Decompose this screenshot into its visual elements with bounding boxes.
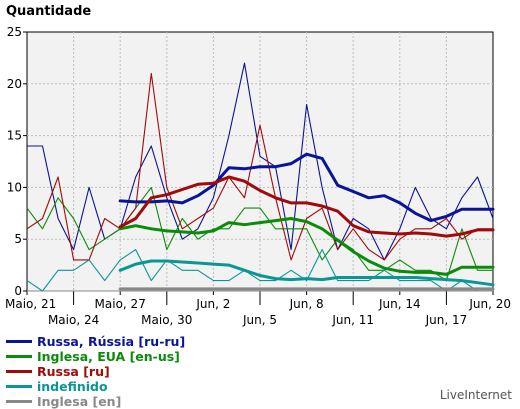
x-tick-label: Jun, 5 [242,313,277,327]
x-tick-label: Maio, 21 [5,297,56,311]
average-line-series-0 [118,152,495,223]
legend-item-ru[interactable]: Russa [ru] [6,364,185,379]
y-tick-label: 20 [7,77,22,91]
x-tick-label: Jun, 11 [331,313,374,327]
legend-label: Russa [ru] [37,364,110,379]
legend-label: indefinido [37,379,108,394]
legend-swatch [6,370,32,373]
x-tick-label: Jun, 8 [289,297,324,311]
legend-swatch [6,340,32,343]
average-line-series-2 [118,175,495,238]
legend-label: Russa, Rússia [ru-ru] [37,334,186,349]
legend-swatch [6,385,32,388]
legend-item-en-us[interactable]: Inglesa, EUA [en-us] [6,349,185,364]
series-lines [26,62,495,292]
x-tick-label: Jun, 14 [378,297,421,311]
x-tick-label: Jun, 17 [425,313,468,327]
daily-line-series-2 [26,72,493,261]
y-tick-label: 25 [7,25,22,39]
average-line-series-3 [118,259,495,287]
legend-swatch [6,355,32,358]
y-tick-label: 10 [7,180,22,194]
x-tick-label: Jun, 20 [468,297,511,311]
legend-swatch [6,400,32,403]
x-tick-label: Maio, 27 [95,297,146,311]
chart-title: Quantidade [6,4,92,19]
x-tick-label: Maio, 24 [48,313,99,327]
legend-label: Inglesa [en] [37,394,122,409]
legend-item-undefined[interactable]: indefinido [6,379,185,394]
y-axis: 0 5 10 15 20 25 [7,25,27,298]
y-tick-label: 15 [7,129,22,143]
y-tick-label: 0 [14,284,22,298]
legend-item-en[interactable]: Inglesa [en] [6,394,185,409]
legend: Russa, Rússia [ru-ru] Inglesa, EUA [en-u… [6,334,185,409]
y-tick-label: 5 [14,232,22,246]
brand-label[interactable]: LiveInternet [439,388,512,402]
daily-line-series-1 [26,186,493,282]
daily-line-series-3 [26,249,493,292]
legend-label: Inglesa, EUA [en-us] [37,349,180,364]
x-tick-label: Jun, 2 [195,297,230,311]
legend-item-ru-ru[interactable]: Russa, Rússia [ru-ru] [6,334,185,349]
average-line-series-1 [118,217,495,276]
x-tick-label: Maio, 30 [141,313,192,327]
